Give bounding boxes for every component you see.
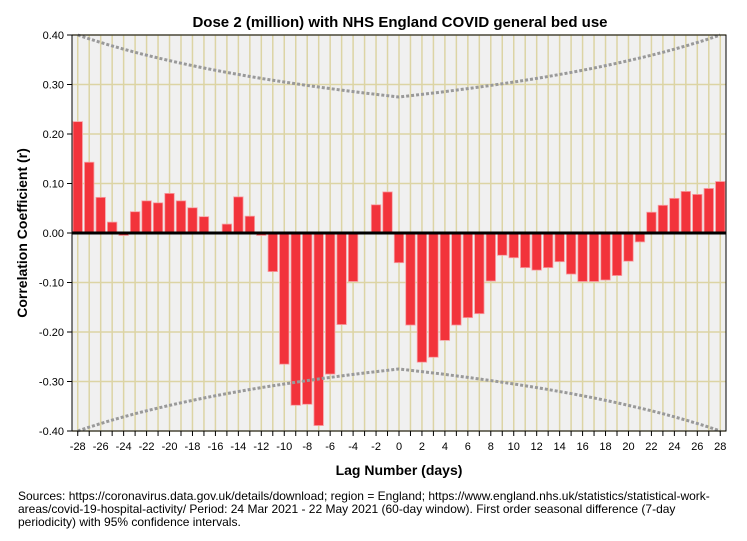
bar [497, 232, 508, 256]
bar [336, 232, 347, 325]
y-tick-label: 0.40 [43, 30, 64, 42]
bar [198, 216, 210, 234]
bar [646, 211, 657, 234]
x-tick-label: -28 [70, 441, 86, 453]
bar [267, 232, 278, 273]
bar [565, 232, 577, 275]
bar [485, 232, 496, 282]
x-tick-label: 24 [668, 441, 680, 453]
x-tick-label: 12 [531, 441, 543, 453]
y-axis-label: Correlation Coefficient (r) [14, 148, 30, 318]
bar [233, 196, 244, 234]
bar [611, 232, 623, 276]
bar [543, 232, 554, 269]
bar [554, 232, 565, 263]
bar [290, 232, 301, 406]
bar [692, 193, 703, 234]
x-tick-label: 4 [442, 441, 448, 453]
bar [95, 196, 106, 234]
bar [531, 232, 542, 271]
bar [588, 232, 600, 282]
bar [451, 232, 462, 326]
bar [164, 192, 175, 234]
bar [279, 232, 290, 365]
x-tick-label: -26 [93, 441, 109, 453]
x-tick-label: 6 [465, 441, 471, 453]
bar [703, 188, 714, 234]
bar [347, 232, 359, 282]
x-tick-label: -20 [162, 441, 178, 453]
bar [508, 232, 519, 259]
bar [325, 232, 336, 375]
x-tick-label: -8 [302, 441, 312, 453]
source-footnote: Sources: https://coronavirus.data.gov.uk… [18, 489, 710, 529]
bar [416, 232, 428, 363]
upper-confidence-limit [77, 33, 721, 99]
y-tick-label: 0.30 [43, 80, 64, 92]
bar [175, 200, 187, 234]
x-tick-label: 18 [599, 441, 611, 453]
y-tick-label: 0.20 [43, 129, 64, 141]
x-tick-label: 20 [622, 441, 634, 453]
bar [715, 181, 726, 234]
bar [439, 232, 451, 341]
y-tick-label: 0.00 [43, 228, 64, 240]
bar [669, 197, 680, 234]
x-tick-label: 16 [576, 441, 588, 453]
bar [244, 215, 255, 234]
x-tick-label: 8 [488, 441, 494, 453]
x-tick-label: -24 [116, 441, 132, 453]
bar [474, 232, 485, 315]
bar [84, 161, 95, 234]
bar [107, 221, 118, 234]
x-tick-label: 22 [645, 441, 657, 453]
bar [428, 232, 439, 358]
y-tick-label: -0.10 [39, 278, 64, 290]
bar [577, 232, 588, 282]
x-axis-label: Lag Number (days) [336, 462, 463, 478]
bar [141, 200, 152, 234]
bar [187, 207, 198, 234]
chart-title: Dose 2 (million) with NHS England COVID … [192, 14, 607, 31]
x-tick-label: 26 [691, 441, 703, 453]
x-tick-label: -4 [348, 441, 358, 453]
bar [370, 204, 382, 234]
y-tick-label: -0.30 [39, 377, 64, 389]
bar [680, 191, 691, 234]
bar [302, 232, 313, 405]
x-tick-label: 14 [554, 441, 566, 453]
bar [600, 232, 611, 281]
bar [462, 232, 473, 319]
lower-confidence-limit [77, 367, 721, 433]
bar [152, 202, 164, 234]
x-tick-label: -18 [185, 441, 201, 453]
bar [623, 232, 634, 262]
bar [405, 232, 416, 326]
bar [657, 204, 669, 234]
bar [129, 211, 141, 234]
x-tick-label: 10 [508, 441, 520, 453]
y-tick-label: -0.20 [39, 327, 64, 339]
x-tick-label: -22 [139, 441, 155, 453]
x-tick-label: -12 [253, 441, 269, 453]
bar [520, 232, 531, 269]
x-tick-label: -16 [207, 441, 223, 453]
y-tick-label: 0.10 [43, 179, 64, 191]
x-tick-label: -2 [371, 441, 381, 453]
y-tick-label: -0.40 [39, 426, 64, 438]
x-tick-label: 28 [714, 441, 726, 453]
x-tick-label: -10 [276, 441, 292, 453]
x-tick-label: 2 [419, 441, 425, 453]
bar [393, 232, 405, 264]
x-tick-label: 0 [396, 441, 402, 453]
x-tick-label: -6 [325, 441, 335, 453]
bar [72, 121, 83, 234]
bar [382, 191, 393, 234]
bar [313, 232, 324, 426]
x-tick-label: -14 [230, 441, 246, 453]
